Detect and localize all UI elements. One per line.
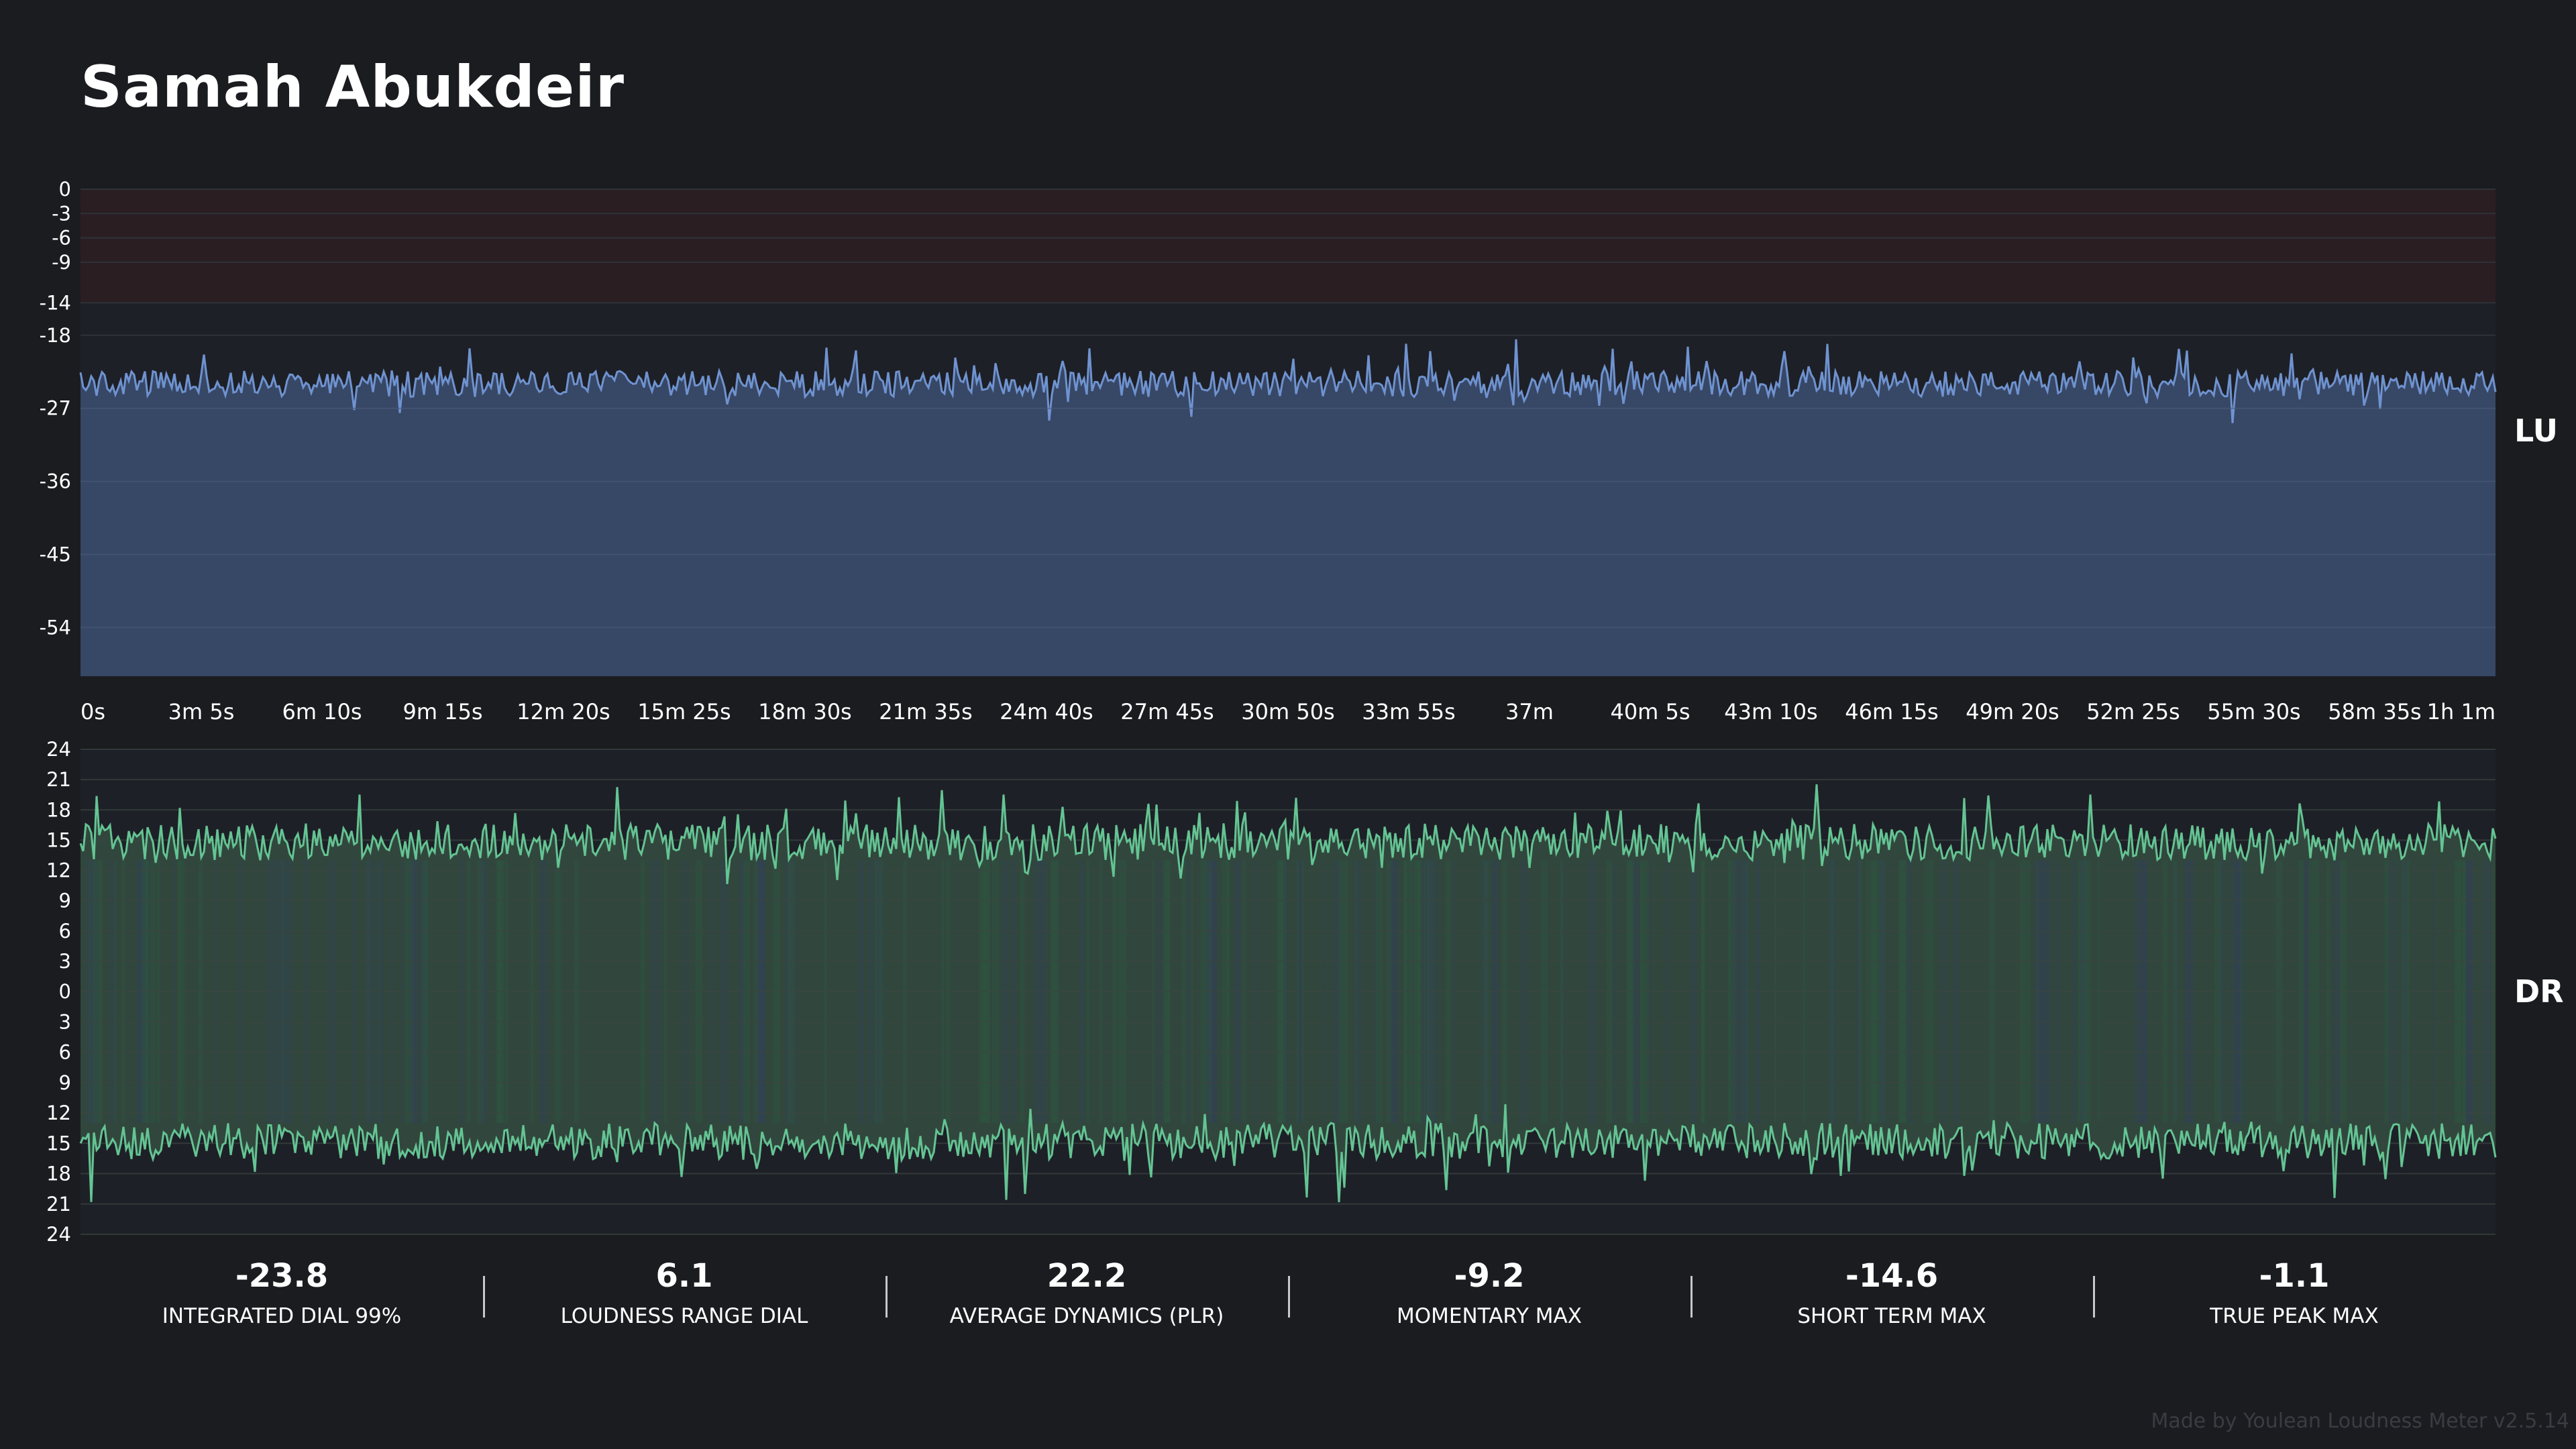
stats-bar: -23.8 INTEGRATED DIAL 99% 6.1 LOUDNESS R… (80, 1256, 2496, 1336)
stat-label: TRUE PEAK MAX (2210, 1304, 2379, 1328)
dynamics-y-tick-label: 18 (46, 798, 71, 821)
page-title: Samah Abukdeir (80, 54, 625, 121)
dynamics-y-tick-label: 6 (59, 1041, 71, 1064)
time-tick-label: 52m 25s (2086, 699, 2180, 724)
time-axis: 0s 3m 5s 6m 10s 9m 15s 12m 20s 15m 25s 18m 30s… (80, 699, 2496, 724)
stat-label: INTEGRATED DIAL 99% (162, 1304, 402, 1328)
loudness-y-tick-label: -45 (40, 543, 71, 566)
loudness-line (79, 339, 2497, 423)
time-tick-label: 18m 30s (758, 699, 851, 724)
loudness-danger-zone (80, 189, 2496, 303)
dynamics-y-tick-label: 9 (59, 1071, 71, 1094)
dynamics-y-tick-label: 21 (46, 1193, 71, 1216)
loudness-y-tick-label: -54 (40, 616, 71, 639)
stat-loudness-range: 6.1 LOUDNESS RANGE DIAL (483, 1256, 885, 1336)
dynamics-y-tick-label: 24 (46, 1223, 71, 1246)
stat-label: AVERAGE DYNAMICS (PLR) (949, 1304, 1224, 1328)
footer-credit: Made by Youlean Loudness Meter v2.5.14 (2151, 1409, 2569, 1433)
stat-integrated: -23.8 INTEGRATED DIAL 99% (80, 1256, 483, 1336)
loudness-y-tick-label: 0 (59, 178, 71, 201)
lu-side-label: LU (2514, 413, 2558, 449)
time-tick-label: 0s (80, 699, 105, 724)
loudness-y-tick-label: -27 (40, 397, 71, 420)
dynamics-y-tick-label: 6 (59, 920, 71, 943)
loudness-y-tick-label: -3 (52, 202, 71, 225)
time-tick-label: 6m 10s (282, 699, 362, 724)
time-tick-label: 43m 10s (1724, 699, 1817, 724)
dynamics-upper-line (79, 784, 2497, 885)
time-tick-label: 27m 45s (1120, 699, 1214, 724)
dynamics-y-tick-label: 12 (46, 1102, 71, 1124)
time-tick-label: 33m 55s (1362, 699, 1455, 724)
time-tick-label: 49m 20s (1966, 699, 2059, 724)
stat-label: LOUDNESS RANGE DIAL (560, 1304, 808, 1328)
stat-average-dynamics: 22.2 AVERAGE DYNAMICS (PLR) (885, 1256, 1288, 1336)
loudness-y-tick-label: -6 (52, 227, 71, 250)
loudness-y-tick-label: -36 (40, 470, 71, 493)
time-tick-label: 37m (1505, 699, 1554, 724)
time-tick-label: 40m 5s (1610, 699, 1690, 724)
stat-true-peak-max: -1.1 TRUE PEAK MAX (2093, 1256, 2496, 1336)
stat-momentary-max: -9.2 MOMENTARY MAX (1288, 1256, 1690, 1336)
stat-value: -9.2 (1454, 1257, 1525, 1295)
loudness-y-tick-label: -14 (40, 291, 71, 314)
dynamics-y-tick-label: 24 (46, 738, 71, 761)
loudness-y-tick-label: -18 (40, 324, 71, 347)
stat-value: 6.1 (655, 1257, 713, 1295)
time-tick-label: 55m 30s (2207, 699, 2300, 724)
dynamics-y-tick-label: 3 (59, 950, 71, 973)
dynamics-y-tick-label: 3 (59, 1010, 71, 1033)
time-tick-label: 21m 35s (879, 699, 972, 724)
time-tick-label: 58m 35s (2328, 699, 2421, 724)
dynamics-fill-area (80, 784, 2496, 1203)
stat-value: 22.2 (1046, 1257, 1127, 1295)
stat-value: -23.8 (235, 1257, 329, 1295)
time-tick-label: 1h 1m (2427, 699, 2496, 724)
time-tick-label: 46m 15s (1845, 699, 1938, 724)
dynamics-y-tick-label: 15 (46, 1132, 71, 1155)
dynamics-y-tick-label: 12 (46, 859, 71, 882)
dr-side-label: DR (2514, 973, 2564, 1010)
loudness-y-tick-label: -9 (52, 251, 71, 274)
stat-value: -1.1 (2259, 1257, 2330, 1295)
dynamics-y-tick-label: 9 (59, 890, 71, 912)
dynamics-graph: 24 21 18 15 12 9 6 3 0 3 6 9 12 15 18 21 24 (46, 738, 2497, 1246)
time-tick-label: 30m 50s (1241, 699, 1334, 724)
time-tick-label: 3m 5s (168, 699, 235, 724)
time-tick-label: 15m 25s (637, 699, 731, 724)
stat-short-term-max: -14.6 SHORT TERM MAX (1690, 1256, 2093, 1336)
time-tick-label: 9m 15s (402, 699, 482, 724)
time-tick-label: 12m 20s (517, 699, 610, 724)
dynamics-y-tick-label: 0 (59, 980, 71, 1003)
dynamics-y-tick-label: 15 (46, 828, 71, 851)
loudness-fill-area (80, 339, 2496, 676)
dynamics-y-tick-label: 18 (46, 1163, 71, 1185)
dynamics-y-tick-label: 21 (46, 768, 71, 791)
dynamics-lower-line (79, 1104, 2497, 1203)
loudness-graph: 0-3-6-9 -14 -18 -27 -36 -45 -54 (40, 178, 2497, 676)
stat-value: -14.6 (1845, 1257, 1939, 1295)
time-tick-label: 24m 40s (1000, 699, 1093, 724)
stat-label: MOMENTARY MAX (1397, 1304, 1582, 1328)
stat-label: SHORT TERM MAX (1797, 1304, 1986, 1328)
